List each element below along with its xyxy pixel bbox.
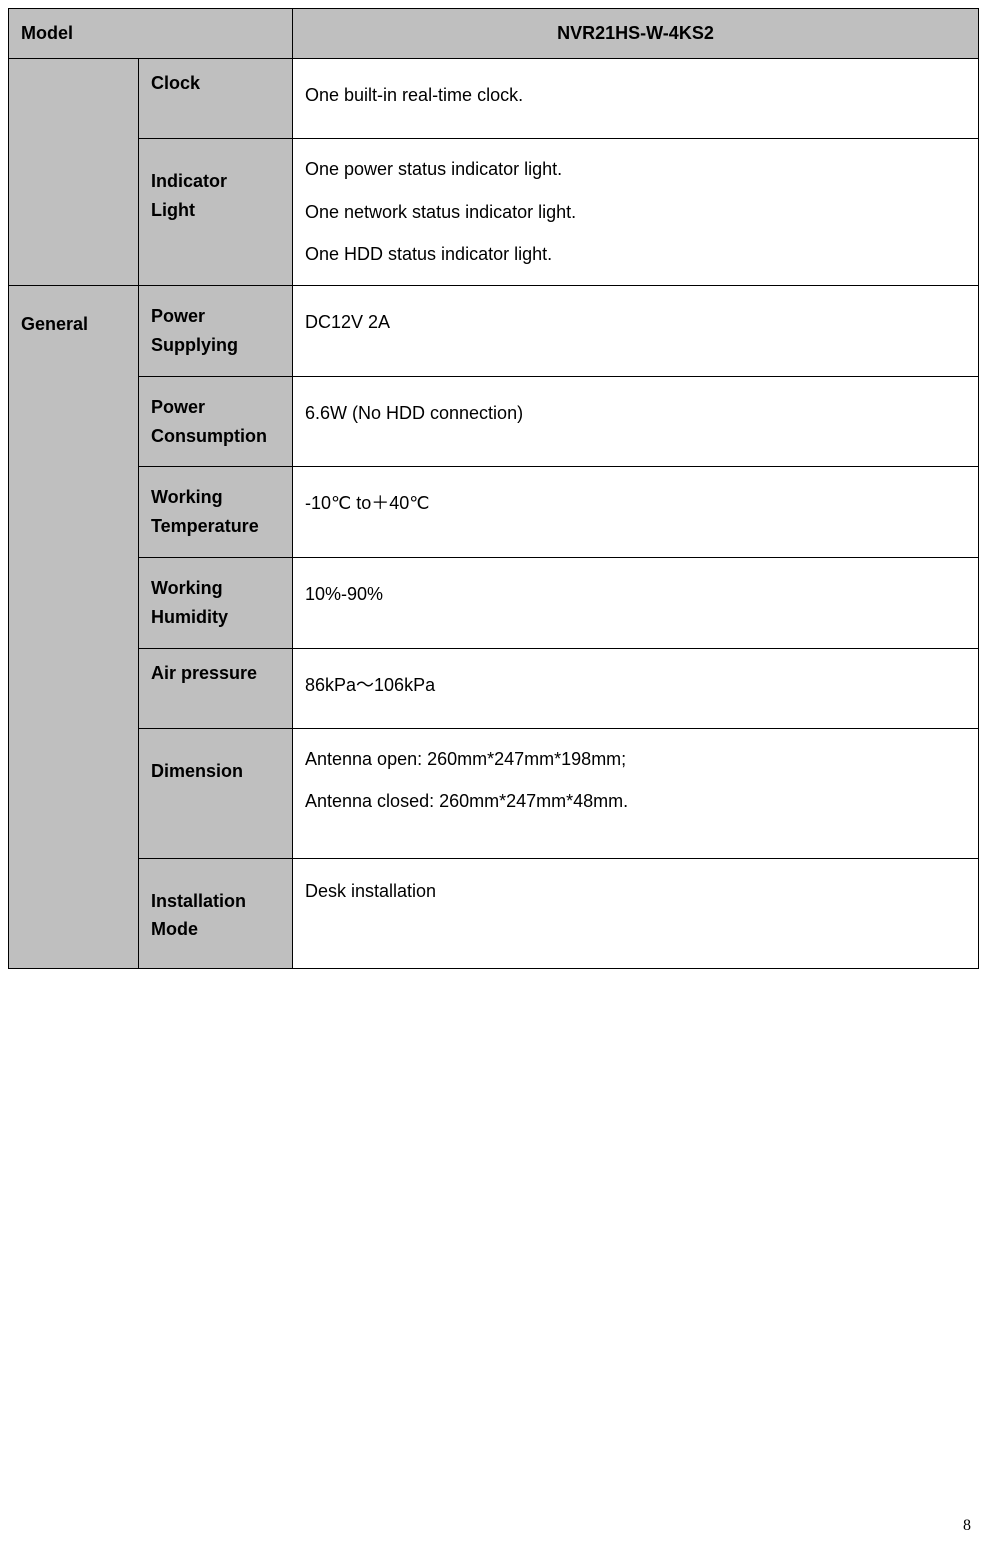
- indicator-label-line1: Indicator: [151, 171, 227, 191]
- model-header: Model: [9, 9, 293, 59]
- indicator-light-value: One power status indicator light. One ne…: [293, 138, 979, 285]
- group-blank: [9, 58, 139, 285]
- table-row: Air pressure 86kPa～106kPa: [9, 648, 979, 728]
- table-row: Working Humidity 10%-90%: [9, 557, 979, 648]
- installation-mode-label: Installation Mode: [139, 858, 293, 968]
- spec-page: Model NVR21HS-W-4KS2 Clock One built-in …: [0, 0, 999, 969]
- working-temp-label-2: Temperature: [151, 516, 259, 536]
- working-humidity-label-1: Working: [151, 578, 223, 598]
- indicator-value-2: One network status indicator light.: [305, 198, 966, 227]
- table-row: Model NVR21HS-W-4KS2: [9, 9, 979, 59]
- installation-mode-value: Desk installation: [293, 858, 979, 968]
- power-consumption-label: Power Consumption: [139, 376, 293, 467]
- working-temp-label-1: Working: [151, 487, 223, 507]
- power-consumption-value: 6.6W (No HDD connection): [293, 376, 979, 467]
- dimension-value: Antenna open: 260mm*247mm*198mm; Antenna…: [293, 728, 979, 858]
- working-humidity-value: 10%-90%: [293, 557, 979, 648]
- table-row: Dimension Antenna open: 260mm*247mm*198m…: [9, 728, 979, 858]
- table-row: Clock One built-in real-time clock.: [9, 58, 979, 138]
- general-section-label: General: [9, 286, 139, 968]
- table-row: Installation Mode Desk installation: [9, 858, 979, 968]
- table-row: General Power Supplying DC12V 2A: [9, 286, 979, 377]
- install-mode-label-2: Mode: [151, 919, 198, 939]
- working-humidity-label: Working Humidity: [139, 557, 293, 648]
- working-temperature-value: -10℃ to＋40℃: [293, 467, 979, 558]
- dimension-label: Dimension: [139, 728, 293, 858]
- dimension-value-2: Antenna closed: 260mm*247mm*48mm.: [305, 787, 966, 816]
- indicator-label-line2: Light: [151, 200, 195, 220]
- page-number: 8: [963, 1517, 971, 1535]
- dimension-value-1: Antenna open: 260mm*247mm*198mm;: [305, 745, 966, 774]
- power-consumption-label-1: Power: [151, 397, 205, 417]
- indicator-light-label: Indicator Light: [139, 138, 293, 285]
- indicator-value-3: One HDD status indicator light.: [305, 240, 966, 269]
- working-humidity-label-2: Humidity: [151, 607, 228, 627]
- power-supplying-label: Power Supplying: [139, 286, 293, 377]
- clock-value: One built-in real-time clock.: [293, 58, 979, 138]
- power-consumption-label-2: Consumption: [151, 426, 267, 446]
- table-row: Power Consumption 6.6W (No HDD connectio…: [9, 376, 979, 467]
- working-temperature-label: Working Temperature: [139, 467, 293, 558]
- table-row: Working Temperature -10℃ to＋40℃: [9, 467, 979, 558]
- power-supplying-value: DC12V 2A: [293, 286, 979, 377]
- air-pressure-value: 86kPa～106kPa: [293, 648, 979, 728]
- clock-label: Clock: [139, 58, 293, 138]
- power-supplying-label-2: Supplying: [151, 335, 238, 355]
- table-row: Indicator Light One power status indicat…: [9, 138, 979, 285]
- spec-table: Model NVR21HS-W-4KS2 Clock One built-in …: [8, 8, 979, 969]
- install-mode-label-1: Installation: [151, 891, 246, 911]
- power-supplying-label-1: Power: [151, 306, 205, 326]
- indicator-value-1: One power status indicator light.: [305, 155, 966, 184]
- model-value-header: NVR21HS-W-4KS2: [293, 9, 979, 59]
- air-pressure-label: Air pressure: [139, 648, 293, 728]
